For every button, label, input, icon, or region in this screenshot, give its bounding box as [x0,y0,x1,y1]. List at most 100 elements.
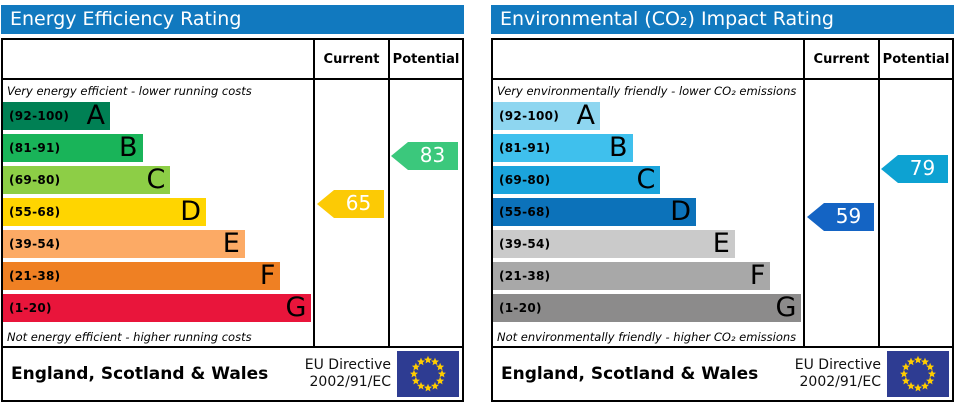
eu-flag-icon [397,351,459,397]
band-row-c: (69-80) C [3,164,313,196]
panel-title: Environmental (CO₂) Impact Rating [500,8,834,30]
potential-column-header: Potential [388,40,462,80]
region-label: England, Scotland & Wales [501,364,759,384]
band-bar-f: (21-38) F [493,260,771,291]
current-cell: 65 [313,80,388,346]
energy-efficiency-panel: Energy Efficiency Rating Current Potenti… [1,5,464,402]
eu-directive-line1: EU Directive [304,356,391,373]
current-cell: 59 [803,80,878,346]
energy-rating-chart: Current Potential Very energy efficient … [1,38,464,402]
band-bar-b: (81-91) B [3,134,143,162]
band-bar-g: (1-20) G [493,292,802,323]
current-arrow-shape [807,203,874,232]
band-letter: E [712,228,730,259]
band-bar-c: (69-80) C [493,164,661,195]
eu-directive-line2: 2002/91/EC [799,374,882,390]
band-range-label: (21-38) [499,269,551,283]
environmental-impact-panel: Environmental (CO₂) Impact Rating Curren… [491,5,954,402]
current-column-header: Current [803,40,878,80]
chart-footer: England, Scotland & Wales EU Directive 2… [493,346,952,400]
region-label: England, Scotland & Wales [11,364,269,384]
band-range-label: (55-68) [9,205,61,219]
band-range-label: (92-100) [499,109,560,123]
band-bar-f: (21-38) F [3,260,281,291]
energy-title-bar: Energy Efficiency Rating [1,5,464,34]
band-range-label: (1-20) [499,301,542,315]
eu-flag-icon [887,351,949,397]
band-bar-e: (39-54) E [3,230,245,258]
band-letter: D [670,196,692,227]
current-rating-arrow: 59 [807,202,875,232]
band-letter: B [118,132,138,163]
band-bar-e: (39-54) E [493,230,735,258]
band-letter: G [775,292,797,323]
current-column-header: Current [313,40,388,80]
potential-arrow-value: 79 [909,155,936,180]
band-bar-d: (55-68) D [3,196,207,227]
band-bar-a: (92-100) A [3,102,110,130]
band-row-a: (92-100) A [493,100,803,132]
current-arrow-value: 59 [835,204,862,229]
eu-directive-label: EU Directive 2002/91/EC [795,357,881,392]
band-row-c: (69-80) C [493,164,803,196]
band-bar-c: (69-80) C [3,164,171,195]
band-row-e: (39-54) E [3,228,313,260]
bottom-note: Not energy efficient - higher running co… [7,330,252,344]
current-arrow-value: 65 [345,191,372,216]
band-row-f: (21-38) F [493,260,803,292]
band-range-label: (39-54) [499,237,551,251]
band-bar-b: (81-91) B [493,134,633,162]
top-note: Very energy efficient - lower running co… [7,84,252,98]
bands: (92-100) A (81-91) B (69-80) C (55-68) D (39-54)… [493,100,803,324]
band-range-label: (1-20) [9,301,52,315]
band-range-label: (21-38) [9,269,61,283]
chart-footer: England, Scotland & Wales EU Directive 2… [3,346,462,400]
potential-arrow-value: 83 [419,143,446,168]
band-bar-a: (92-100) A [493,102,600,130]
band-letter: E [222,228,240,259]
header-spacer [493,40,803,80]
band-letter: F [749,260,766,291]
band-range-label: (55-68) [499,205,551,219]
band-range-label: (39-54) [9,237,61,251]
band-letter: F [259,260,276,291]
band-letter: G [285,292,307,323]
band-letter: B [608,132,628,163]
band-bar-d: (55-68) D [493,196,697,227]
band-range-label: (69-80) [499,173,551,187]
band-letter: C [146,164,166,195]
band-row-f: (21-38) F [3,260,313,292]
band-row-e: (39-54) E [493,228,803,260]
bands-column: Very energy efficient - lower running co… [3,80,313,346]
band-row-d: (55-68) D [3,196,313,228]
band-range-label: (81-91) [9,141,61,155]
potential-cell: 83 [388,80,462,346]
potential-column-header: Potential [878,40,952,80]
band-row-a: (92-100) A [3,100,313,132]
band-row-b: (81-91) B [493,132,803,164]
band-range-label: (81-91) [499,141,551,155]
band-letter: C [636,164,656,195]
band-bar-g: (1-20) G [3,292,312,323]
band-row-d: (55-68) D [493,196,803,228]
header-spacer [3,40,313,80]
potential-cell: 79 [878,80,952,346]
potential-arrow-shape [391,142,458,171]
band-letter: A [86,100,105,131]
bands-column: Very environmentally friendly - lower CO… [493,80,803,346]
band-row-g: (1-20) G [493,292,803,324]
eu-directive-label: EU Directive 2002/91/EC [305,357,391,392]
bands: (92-100) A (81-91) B (69-80) C (55-68) D (39-54)… [3,100,313,324]
band-range-label: (69-80) [9,173,61,187]
band-letter: D [180,196,202,227]
band-row-b: (81-91) B [3,132,313,164]
panel-title: Energy Efficiency Rating [10,8,242,30]
environmental-title-bar: Environmental (CO₂) Impact Rating [491,5,954,34]
current-arrow-shape [317,190,384,219]
bottom-note: Not environmentally friendly - higher CO… [497,330,797,344]
environmental-rating-chart: Current Potential Very environmentally f… [491,38,954,402]
potential-arrow-shape [881,154,948,183]
eu-directive-line2: 2002/91/EC [309,374,392,390]
eu-directive-line1: EU Directive [794,356,881,373]
